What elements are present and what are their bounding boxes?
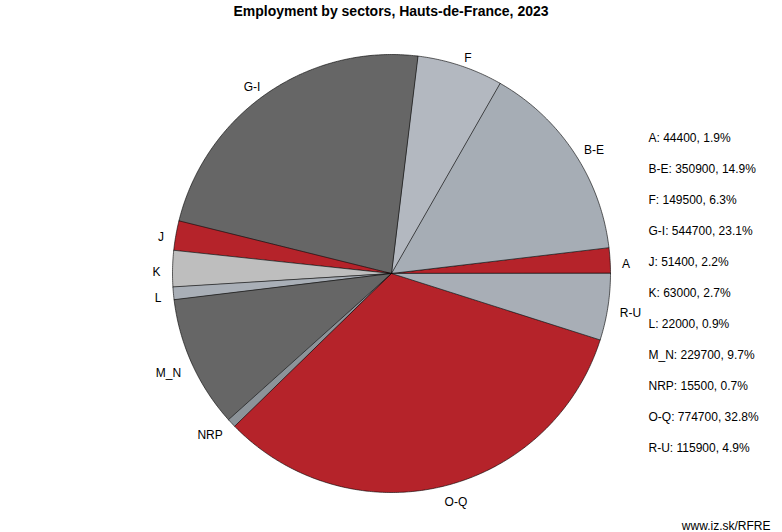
svg-text:M_N: 229700, 9.7%: M_N: 229700, 9.7% [649, 348, 755, 362]
svg-text:B-E: 350900, 14.9%: B-E: 350900, 14.9% [649, 162, 757, 176]
svg-text:NRP: NRP [197, 428, 222, 442]
svg-text:K: K [153, 265, 161, 279]
svg-text:A: A [622, 257, 630, 271]
svg-text:L: L [155, 291, 162, 305]
svg-text:G-I: G-I [244, 80, 261, 94]
svg-text:NRP: 15500, 0.7%: NRP: 15500, 0.7% [649, 379, 749, 393]
svg-text:F: F [464, 51, 471, 65]
svg-text:R-U: R-U [620, 306, 641, 320]
svg-text:O-Q: O-Q [445, 495, 468, 509]
svg-text:A: 44400, 1.9%: A: 44400, 1.9% [649, 131, 731, 145]
svg-text:B-E: B-E [584, 143, 604, 157]
svg-text:J: J [158, 230, 164, 244]
svg-text:L: 22000, 0.9%: L: 22000, 0.9% [649, 317, 730, 331]
html-text:Employment by sectors, Hauts-d: Employment by sectors, Hauts-de-France, … [233, 3, 549, 19]
svg-text:F: 149500, 6.3%: F: 149500, 6.3% [649, 193, 737, 207]
svg-text:R-U: 115900, 4.9%: R-U: 115900, 4.9% [649, 441, 750, 455]
svg-text:M_N: M_N [156, 366, 181, 380]
svg-text:www.iz.sk/RFRE: www.iz.sk/RFRE [681, 519, 771, 532]
svg-text:K: 63000, 2.7%: K: 63000, 2.7% [649, 286, 731, 300]
svg-text:J: 51400, 2.2%: J: 51400, 2.2% [649, 255, 729, 269]
svg-text:G-I: 544700, 23.1%: G-I: 544700, 23.1% [649, 224, 753, 238]
svg-text:O-Q: 774700, 32.8%: O-Q: 774700, 32.8% [649, 410, 759, 424]
